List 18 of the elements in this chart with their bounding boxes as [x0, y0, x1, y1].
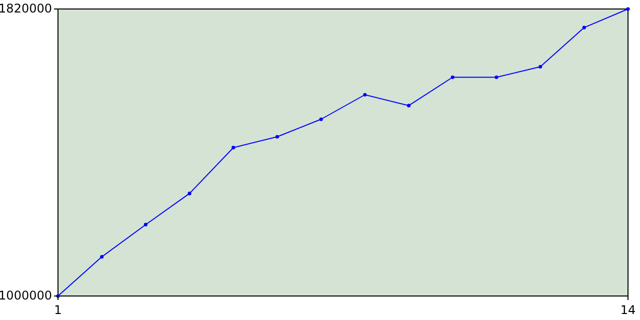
point	[626, 7, 630, 11]
point	[188, 192, 192, 196]
point	[582, 26, 586, 30]
x-tick-label: 14	[620, 303, 636, 317]
point	[406, 104, 411, 108]
line-series	[56, 7, 630, 298]
point	[363, 92, 367, 97]
point	[232, 146, 236, 150]
point	[494, 75, 498, 80]
y-tick-label: 1000000	[0, 288, 52, 302]
point	[275, 134, 280, 139]
point	[450, 75, 454, 80]
point	[538, 64, 542, 69]
x-tick-label: 1	[54, 303, 62, 317]
y-tick-label: 1820000	[0, 1, 52, 16]
point	[100, 255, 104, 259]
point	[319, 117, 323, 122]
point	[144, 222, 148, 226]
